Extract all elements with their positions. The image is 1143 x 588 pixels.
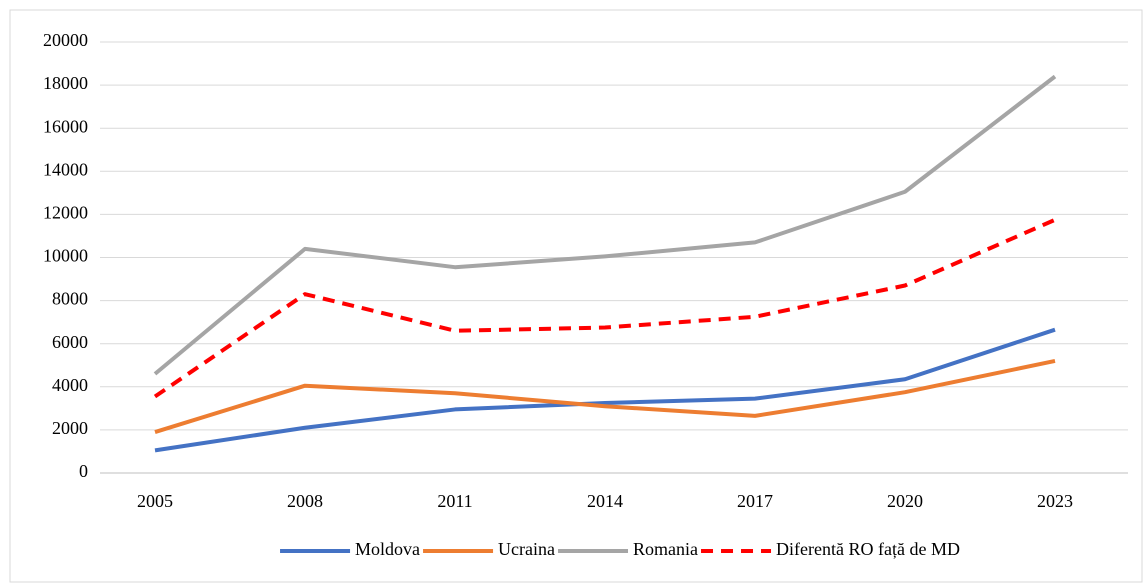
y-tick-label: 6000 — [52, 332, 88, 352]
x-tick-label: 2017 — [737, 491, 773, 511]
legend-label: Ucraina — [498, 539, 555, 559]
y-tick-label: 20000 — [43, 30, 88, 50]
line-series — [154, 327, 1056, 453]
y-tick-label: 4000 — [52, 375, 88, 395]
x-tick-label: 2008 — [287, 491, 323, 511]
y-tick-label: 12000 — [43, 203, 88, 223]
legend-label: Moldova — [355, 539, 420, 559]
x-tick-label: 2005 — [137, 491, 173, 511]
line-series — [153, 217, 1056, 399]
legend-label: Romania — [633, 539, 698, 559]
legend-label: Diferentă RO față de MD — [776, 539, 960, 559]
y-tick-label: 14000 — [43, 159, 88, 179]
x-tick-label: 2023 — [1037, 491, 1073, 511]
y-tick-label: 0 — [79, 461, 88, 481]
y-tick-label: 10000 — [43, 246, 88, 266]
y-tick-label: 18000 — [43, 73, 88, 93]
chart-border — [9, 9, 1143, 583]
x-tick-label: 2020 — [887, 491, 923, 511]
x-tick-label: 2011 — [437, 491, 472, 511]
line-series — [153, 74, 1057, 376]
y-tick-label: 16000 — [43, 116, 88, 136]
y-tick-label: 2000 — [52, 418, 88, 438]
line-series — [154, 358, 1056, 434]
x-tick-label: 2014 — [587, 491, 623, 511]
y-tick-label: 8000 — [52, 289, 88, 309]
